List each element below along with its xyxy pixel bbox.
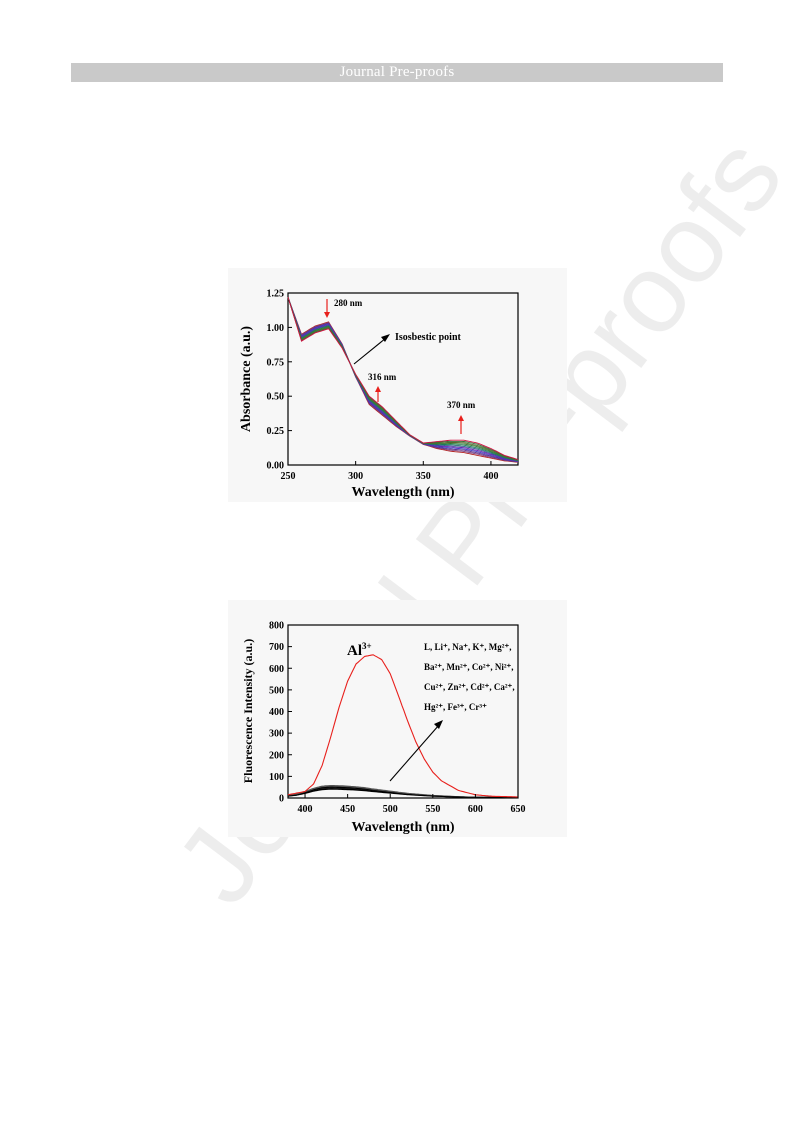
fluorescence-y-tick-label: 800 (269, 621, 284, 632)
annotation-316nm: 316 nm (368, 372, 397, 382)
fluorescence-y-tick-label: 300 (269, 729, 284, 740)
absorbance-y-label: Absorbance (a.u.) (239, 326, 254, 433)
absorbance-curve-11 (287, 296, 519, 460)
figure-fluorescence: 400 450 500 550 600 650 0 100 200 300 400 500 600 70… (228, 600, 567, 837)
fluorescence-x-label: Wavelength (nm) (351, 820, 454, 835)
absorbance-curve-7 (287, 296, 519, 462)
figure-absorbance: 250 300 350 400 0.00 0.25 0.50 0.75 1.00 1.25 Wa… (228, 268, 567, 502)
fluorescence-y-tick-label: 0 (279, 794, 284, 805)
absorbance-x-ticks: 250 300 350 400 (281, 461, 498, 482)
absorbance-x-tick-label: 350 (416, 471, 431, 482)
absorbance-y-tick-label: 0.25 (267, 426, 285, 437)
fluorescence-x-tick-label: 500 (383, 804, 398, 815)
absorbance-x-tick-label: 400 (483, 471, 498, 482)
arrowhead-370nm (458, 415, 464, 421)
arrowhead-others (434, 720, 443, 729)
fluorescence-curves (287, 654, 519, 799)
absorbance-plot-frame (287, 292, 519, 466)
fluorescence-y-tick-label: 400 (269, 707, 284, 718)
fluorescence-y-tick-label: 100 (269, 772, 284, 783)
annotation-370nm: 370 nm (447, 400, 476, 410)
arrow-isosbestic (353, 337, 387, 365)
fluorescence-y-tick-label: 500 (269, 685, 284, 696)
absorbance-curve-1 (287, 296, 519, 463)
absorbance-y-tick-label: 0.00 (267, 461, 285, 472)
absorbance-curve-10 (287, 296, 519, 461)
fluorescence-x-ticks: 400 450 500 550 600 650 (298, 794, 526, 815)
absorbance-y-tick-label: 1.00 (267, 323, 285, 334)
arrowhead-isosbestic (381, 334, 390, 342)
fluorescence-y-label: Fluorescence Intensity (a.u.) (241, 639, 255, 783)
journal-header-title: Journal Pre-proofs (339, 64, 455, 80)
absorbance-y-tick-label: 0.75 (267, 357, 285, 368)
fluorescence-x-tick-label: 550 (425, 804, 440, 815)
fluorescence-x-tick-label: 450 (340, 804, 355, 815)
legend-ions-line4: Hg²⁺, Fe³⁺, Cr³⁺ (424, 702, 487, 712)
absorbance-x-tick-label: 250 (281, 471, 296, 482)
absorbance-curve-9 (287, 296, 519, 461)
absorbance-curve-5 (287, 296, 519, 462)
journal-header-bar: Journal Pre-proofs (71, 63, 723, 82)
fluorescence-x-tick-label: 600 (468, 804, 483, 815)
absorbance-curve-2 (287, 296, 519, 463)
fluorescence-y-tick-label: 200 (269, 750, 284, 761)
annotation-280nm: 280 nm (334, 298, 363, 308)
absorbance-y-tick-label: 0.50 (267, 392, 285, 403)
absorbance-chart: 250 300 350 400 0.00 0.25 0.50 0.75 1.00 1.25 Wa… (239, 289, 519, 500)
arrowhead-316nm (375, 386, 381, 392)
fluorescence-curve-other-7 (287, 788, 518, 799)
absorbance-x-label: Wavelength (nm) (351, 485, 454, 500)
absorbance-curve-4 (287, 296, 519, 462)
fluorescence-curve-al3 (287, 654, 518, 798)
absorbance-y-tick-label: 1.25 (267, 289, 285, 300)
fluorescence-x-tick-label: 400 (298, 804, 313, 815)
fluorescence-y-ticks: 0 100 200 300 400 500 600 700 800 (269, 621, 292, 805)
annotation-isosbestic: Isosbestic point (395, 332, 462, 343)
fluorescence-x-tick-label: 650 (511, 804, 526, 815)
arrowhead-280nm (324, 312, 330, 318)
fluorescence-chart: 400 450 500 550 600 650 0 100 200 300 400 500 600 70… (241, 621, 526, 836)
legend-ions-line1: L, Li⁺, Na⁺, K⁺, Mg²⁺, (424, 642, 511, 652)
absorbance-curves (287, 296, 519, 463)
absorbance-curve-6 (287, 296, 519, 462)
absorbance-curve-3 (287, 296, 519, 463)
fluorescence-y-tick-label: 700 (269, 642, 284, 653)
legend-ions-line2: Ba²⁺, Mn²⁺, Co²⁺, Ni²⁺, (424, 662, 514, 672)
legend-ions-line3: Cu²⁺, Zn²⁺, Cd²⁺, Ca²⁺, (424, 682, 515, 692)
legend-al3-label: Al3+ (347, 641, 372, 659)
absorbance-x-tick-label: 300 (348, 471, 363, 482)
absorbance-curve-8 (287, 296, 519, 461)
arrow-others (389, 724, 440, 782)
absorbance-y-ticks: 0.00 0.25 0.50 0.75 1.00 1.25 (267, 289, 292, 472)
fluorescence-y-tick-label: 600 (269, 664, 284, 675)
